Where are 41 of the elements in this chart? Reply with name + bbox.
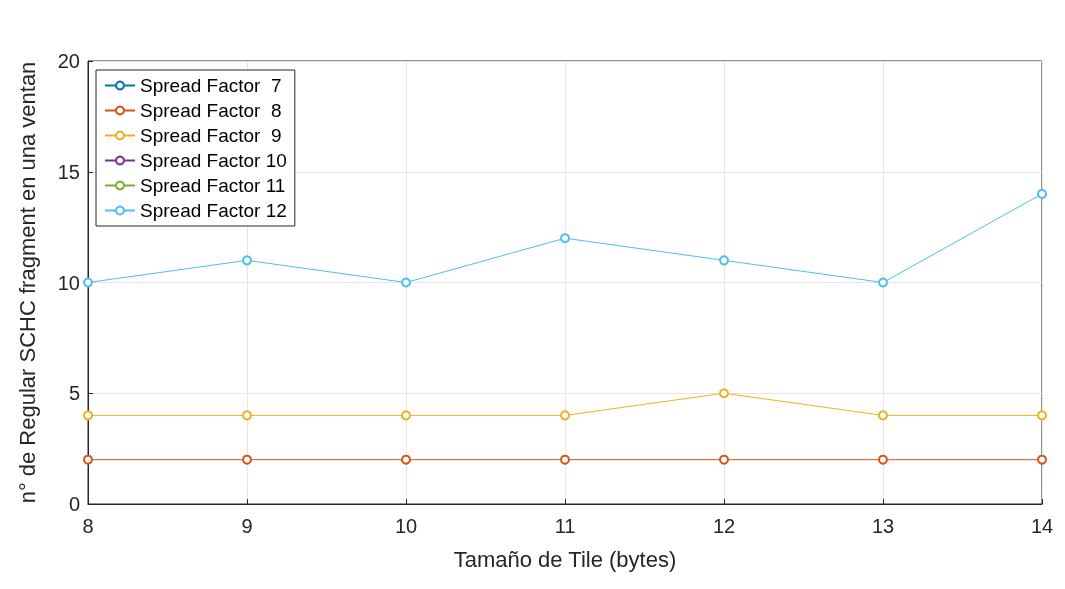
- point: [878, 277, 888, 288]
- x-tick-label: 9: [241, 515, 253, 537]
- y-tick-label: 5: [68, 382, 80, 405]
- point: [83, 277, 93, 288]
- point: [401, 454, 411, 465]
- point: [401, 277, 411, 288]
- point: [560, 454, 570, 465]
- y-tick-label: 0: [68, 493, 80, 515]
- point: [719, 388, 729, 399]
- x-tick-label: 11: [554, 515, 576, 537]
- x-tick-label: 10: [394, 515, 418, 537]
- legend-label: Spread Factor 11: [140, 175, 286, 196]
- point: [242, 255, 252, 266]
- x-tick-label: 12: [712, 515, 736, 537]
- point: [401, 410, 411, 421]
- x-tick-label: 8: [82, 515, 94, 537]
- point: [878, 410, 888, 421]
- point: [83, 454, 93, 465]
- point: [719, 255, 729, 266]
- point: [1037, 410, 1047, 421]
- point: [1037, 188, 1047, 199]
- x-tick-label: 14: [1030, 515, 1054, 537]
- point: [242, 410, 252, 421]
- legend-label: Spread Factor 8: [140, 100, 282, 121]
- legend-label: Spread Factor 7: [140, 75, 282, 96]
- point: [560, 410, 570, 421]
- y-tick-label: 10: [57, 271, 80, 294]
- y-axis-title: n° de Regular SCHC fragment en una ventan: [14, 61, 40, 504]
- x-tick-label: 13: [871, 515, 895, 537]
- legend-label: Spread Factor 12: [140, 200, 287, 221]
- legend-label: Spread Factor 9: [140, 125, 282, 146]
- point: [1037, 454, 1047, 465]
- point: [719, 454, 729, 465]
- point: [242, 454, 252, 465]
- y-tick-label: 20: [57, 50, 80, 72]
- x-axis-title: Tamaño de Tile (bytes): [453, 546, 677, 572]
- y-tick-label: 15: [57, 160, 80, 183]
- point: [878, 454, 888, 465]
- point: [83, 410, 93, 421]
- point: [560, 233, 570, 244]
- legend-label: Spread Factor 10: [140, 150, 287, 171]
